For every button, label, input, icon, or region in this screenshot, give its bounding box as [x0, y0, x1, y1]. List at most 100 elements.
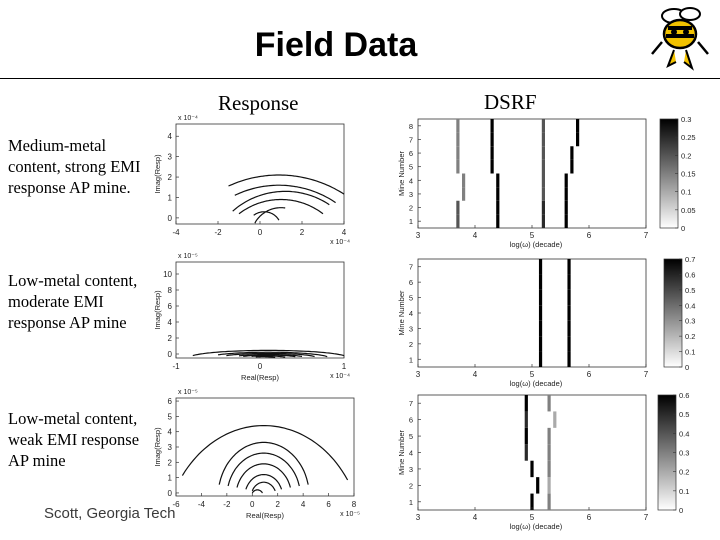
y-tick-label: 1 [168, 474, 173, 483]
x-tick-label: -1 [172, 362, 180, 371]
x-tick-label: 4 [342, 228, 347, 237]
x-tick-label: 4 [301, 500, 306, 509]
dsrf-peak [538, 274, 543, 290]
colorbar-tick-label: 0.25 [681, 133, 696, 142]
x-tick-label: 8 [352, 500, 357, 509]
dsrf-peak [567, 289, 571, 306]
y-tick-label: 10 [163, 270, 172, 279]
response-curve [251, 489, 263, 494]
x-tick-label: 1 [342, 362, 347, 371]
y-tick-label: 1 [409, 355, 413, 364]
colorbar-tick-label: 0.2 [685, 332, 695, 341]
y-axis-label: Mine Number [397, 150, 406, 196]
response-curve [181, 425, 349, 481]
y-tick-label: 2 [168, 334, 173, 343]
x-tick-label: -2 [223, 500, 231, 509]
row-label-1: Medium-metal content, strong EMI respons… [8, 136, 141, 197]
dsrf-peak [538, 305, 543, 321]
y-tick-label: 3 [168, 153, 173, 162]
y-tick-label: 6 [409, 416, 413, 425]
y-tick-label: 5 [409, 432, 413, 441]
x-tick-label: 2 [300, 228, 305, 237]
map-frame [417, 118, 647, 229]
y-tick-label: 1 [168, 193, 173, 202]
dsrf-plot-3: 3 4 5 6 7 1 2 3 4 5 6 7 Mine Number log(ω) (decade) 0 0… [397, 391, 689, 531]
dsrf-peak [538, 320, 543, 337]
yellow-jacket-mascot-icon [651, 7, 709, 71]
dsrf-peak [541, 187, 545, 201]
colorbar-tick-label: 0.2 [681, 151, 691, 160]
x-exponent-label: x 10⁻⁵ [340, 511, 360, 518]
dsrf-peak [456, 119, 460, 133]
dsrf-peak [456, 146, 460, 160]
dsrf-peak [456, 132, 460, 147]
y-tick-label: 5 [409, 163, 413, 172]
dsrf-peak [490, 119, 494, 133]
colorbar-tick-label: 0.4 [685, 301, 695, 310]
dsrf-peak [553, 411, 557, 428]
dsrf-peak [576, 119, 580, 133]
plot-frame [175, 397, 355, 497]
y-tick-label: 2 [168, 173, 173, 182]
x-axis-label: log(ω) (decade) [510, 379, 563, 388]
y-tick-label: 8 [409, 122, 413, 131]
dsrf-peak [541, 146, 545, 160]
x-exponent-label: x 10⁻⁴ [330, 373, 350, 380]
dsrf-peak [538, 289, 543, 306]
dsrf-peak [564, 173, 568, 188]
response-curve [227, 452, 300, 487]
dsrf-peak [567, 305, 571, 321]
dsrf-plot-2: 3 4 5 6 7 1 2 3 4 5 6 7 Mine Number log(ω) (decade) 0 0… [397, 255, 695, 388]
plot-frame [175, 261, 345, 359]
colorbar-tick-label: 0.05 [681, 206, 696, 215]
response-curve [217, 351, 328, 358]
x-tick-label: 6 [587, 370, 592, 379]
dsrf-peak [524, 395, 528, 412]
dsrf-peak [538, 336, 543, 352]
dsrf-peak [570, 159, 574, 174]
x-tick-label: -2 [214, 228, 222, 237]
colorbar-tick-label: 0.2 [679, 468, 689, 477]
dsrf-peak [530, 493, 534, 510]
y-tick-label: 0 [168, 489, 173, 498]
y-tick-label: 6 [409, 149, 413, 158]
response-curve [245, 474, 283, 490]
response-curve [253, 211, 280, 221]
y-exponent-label: x 10⁻⁵ [178, 253, 198, 260]
y-exponent-label: x 10⁻⁴ [178, 115, 198, 122]
x-tick-label: 5 [530, 231, 535, 240]
colorbar-tick-label: 0.5 [685, 286, 695, 295]
colorbar-tick-label: 0 [681, 224, 685, 233]
y-tick-label: 5 [409, 294, 413, 303]
dsrf-peak [541, 214, 545, 228]
response-curve [234, 184, 336, 204]
colorbar-tick-label: 0.15 [681, 170, 696, 179]
y-tick-label: 4 [409, 309, 413, 318]
y-tick-label: 2 [409, 481, 413, 490]
row-label-2: Low-metal content, moderate EMI response… [8, 271, 138, 332]
dsrf-peak [538, 351, 543, 367]
x-axis-label: log(ω) (decade) [510, 522, 563, 531]
dsrf-plot-1: 3 4 5 6 7 1 2 3 4 5 6 7 8 Mine Number log(ω) (decade) 0… [397, 115, 696, 249]
y-axis-label: Mine Number [397, 290, 406, 336]
x-tick-label: 4 [473, 513, 478, 522]
dsrf-peak [547, 427, 551, 445]
x-tick-label: -6 [172, 500, 180, 509]
dsrf-peak [490, 146, 494, 160]
x-tick-label: 7 [644, 370, 649, 379]
x-tick-label: 4 [473, 231, 478, 240]
colorbar-tick-label: 0.4 [679, 429, 689, 438]
dsrf-peak [570, 146, 574, 160]
response-curve [238, 198, 324, 215]
y-exponent-label: x 10⁻⁵ [178, 389, 198, 396]
y-tick-label: 3 [409, 190, 413, 199]
x-tick-label: 3 [416, 231, 421, 240]
y-tick-label: 4 [168, 428, 173, 437]
dsrf-peak [547, 444, 551, 461]
x-tick-label: 0 [250, 500, 255, 509]
response-column-header: Response [218, 91, 299, 115]
y-tick-label: 4 [168, 318, 173, 327]
dsrf-peak [456, 214, 460, 228]
dsrf-peak [567, 274, 571, 290]
